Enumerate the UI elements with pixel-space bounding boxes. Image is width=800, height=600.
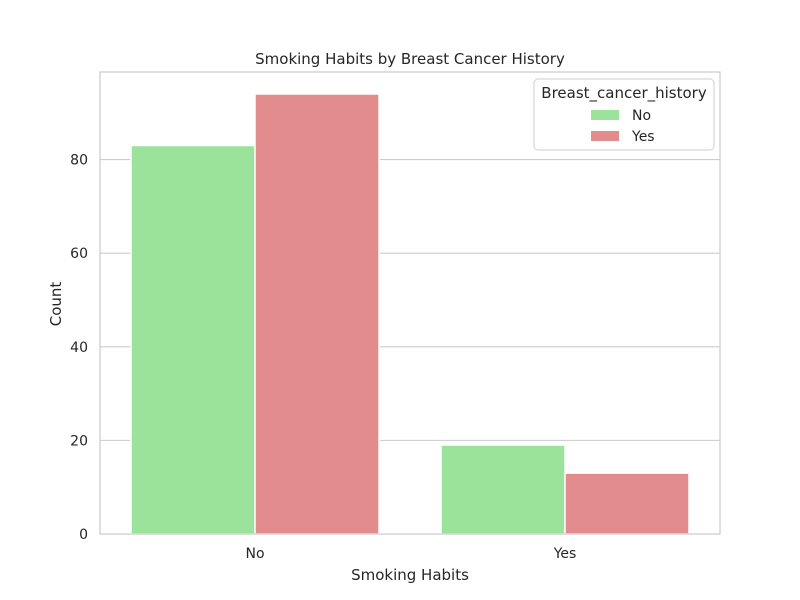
legend-title: Breast_cancer_history bbox=[541, 84, 707, 103]
legend-label-yes: Yes bbox=[631, 129, 655, 145]
legend-swatch-yes bbox=[591, 131, 619, 141]
y-tick-label: 60 bbox=[70, 246, 88, 262]
legend: Breast_cancer_history No Yes bbox=[533, 78, 715, 151]
x-tick-label: Yes bbox=[553, 546, 577, 562]
bar-yes-no bbox=[440, 444, 566, 535]
y-tick-label: 0 bbox=[79, 527, 88, 543]
y-tick-label: 20 bbox=[70, 433, 88, 449]
y-axis-label: Count bbox=[47, 282, 65, 327]
chart-title: Smoking Habits by Breast Cancer History bbox=[255, 50, 565, 68]
x-axis-label: Smoking Habits bbox=[351, 566, 469, 584]
bar-no-yes bbox=[254, 93, 380, 535]
legend-label-no: No bbox=[632, 108, 651, 124]
legend-swatch-no bbox=[591, 110, 619, 120]
x-tick-label: No bbox=[245, 546, 264, 562]
bar-no-no bbox=[130, 144, 256, 535]
bar-yes-yes bbox=[564, 472, 690, 535]
plot-frame bbox=[99, 71, 721, 535]
y-tick-label: 40 bbox=[70, 340, 88, 356]
legend-box bbox=[533, 78, 715, 151]
y-tick-label: 80 bbox=[70, 153, 88, 169]
